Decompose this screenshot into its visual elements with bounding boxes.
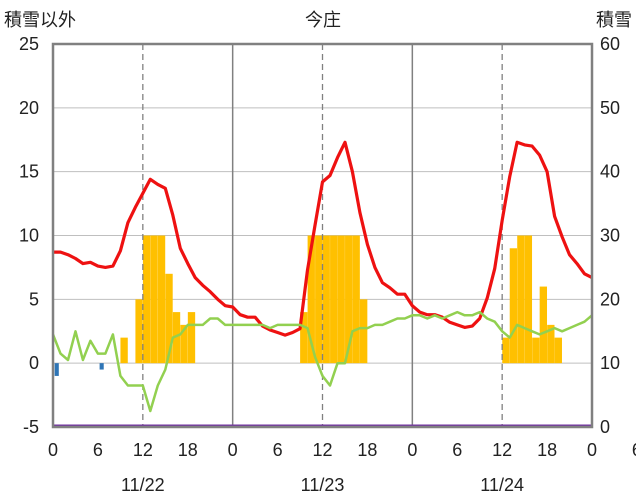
precip-bar [120, 337, 128, 364]
wind-bar [54, 363, 59, 376]
precip-bar [532, 337, 540, 364]
precip-bar [150, 235, 158, 364]
plot-area [51, 42, 594, 429]
snow-depth-line [51, 310, 593, 413]
x-tick-label: 18 [537, 440, 557, 460]
x-tick-label: 0 [587, 440, 597, 460]
x-tick-label: 0 [407, 440, 417, 460]
wind-bar [99, 363, 104, 370]
precip-bar [315, 235, 323, 364]
x-tick-label: 12 [492, 440, 512, 460]
precip-bar [172, 312, 181, 364]
x-tick-label: 0 [228, 440, 238, 460]
precip-bar [187, 312, 196, 364]
right-tick-label: 10 [600, 353, 620, 373]
temperature-line [53, 140, 593, 337]
right-tick-label: 60 [600, 34, 620, 54]
x-tick-label: 6 [632, 440, 636, 460]
left-tick-label: 15 [19, 162, 39, 182]
precip-bar [360, 299, 368, 364]
right-axis-label: 積雪 [596, 10, 632, 31]
date-label: 11/22 [121, 475, 165, 495]
left-axis-ticks: -5 0 5 10 15 20 25 [19, 34, 39, 437]
right-tick-label: 0 [600, 417, 610, 437]
x-tick-label: 6 [452, 440, 462, 460]
left-tick-label: 0 [29, 353, 39, 373]
precip-bar [307, 235, 315, 364]
precip-bar [554, 337, 562, 364]
precip-bar [180, 324, 188, 364]
chart-title: 今庄 [305, 10, 341, 31]
left-axis-label: 積雪以外 [4, 10, 76, 31]
x-tick-label: 0 [48, 440, 58, 460]
precip-bar [330, 235, 338, 364]
left-tick-label: -5 [23, 417, 39, 437]
precip-bar [547, 324, 555, 364]
right-tick-label: 50 [600, 98, 620, 118]
precip-bar [157, 235, 166, 364]
right-tick-label: 20 [600, 289, 620, 309]
x-tick-label: 6 [273, 440, 283, 460]
date-labels: 11/22 11/23 11/24 [121, 475, 524, 495]
x-tick-label: 18 [357, 440, 377, 460]
left-tick-label: 25 [19, 34, 39, 54]
precip-bar [352, 235, 360, 364]
right-tick-label: 40 [600, 162, 620, 182]
precip-bar [135, 299, 143, 364]
precip-bar [509, 248, 518, 364]
left-tick-label: 20 [19, 98, 39, 118]
precip-bar [142, 235, 151, 364]
precip-bar [539, 286, 548, 364]
left-tick-label: 10 [19, 226, 39, 246]
right-axis-ticks: 0 10 20 30 40 50 60 [600, 34, 620, 437]
date-label: 11/24 [480, 475, 524, 495]
precip-bar [165, 273, 173, 364]
left-tick-label: 5 [29, 289, 39, 309]
precip-bar [322, 235, 330, 364]
x-tick-label: 12 [312, 440, 332, 460]
x-axis-ticks: 0612180612180612180612180 [48, 440, 636, 460]
x-tick-label: 12 [133, 440, 153, 460]
x-tick-label: 6 [93, 440, 103, 460]
precip-bar [345, 235, 353, 364]
precip-bar [300, 312, 308, 364]
precip-bar [524, 235, 533, 364]
x-tick-label: 18 [178, 440, 198, 460]
precip-bar [337, 235, 345, 364]
plot-frame [51, 42, 594, 429]
right-tick-label: 30 [600, 226, 620, 246]
precip-bar [502, 337, 510, 364]
date-label: 11/23 [301, 475, 345, 495]
precip-bar [517, 235, 525, 364]
